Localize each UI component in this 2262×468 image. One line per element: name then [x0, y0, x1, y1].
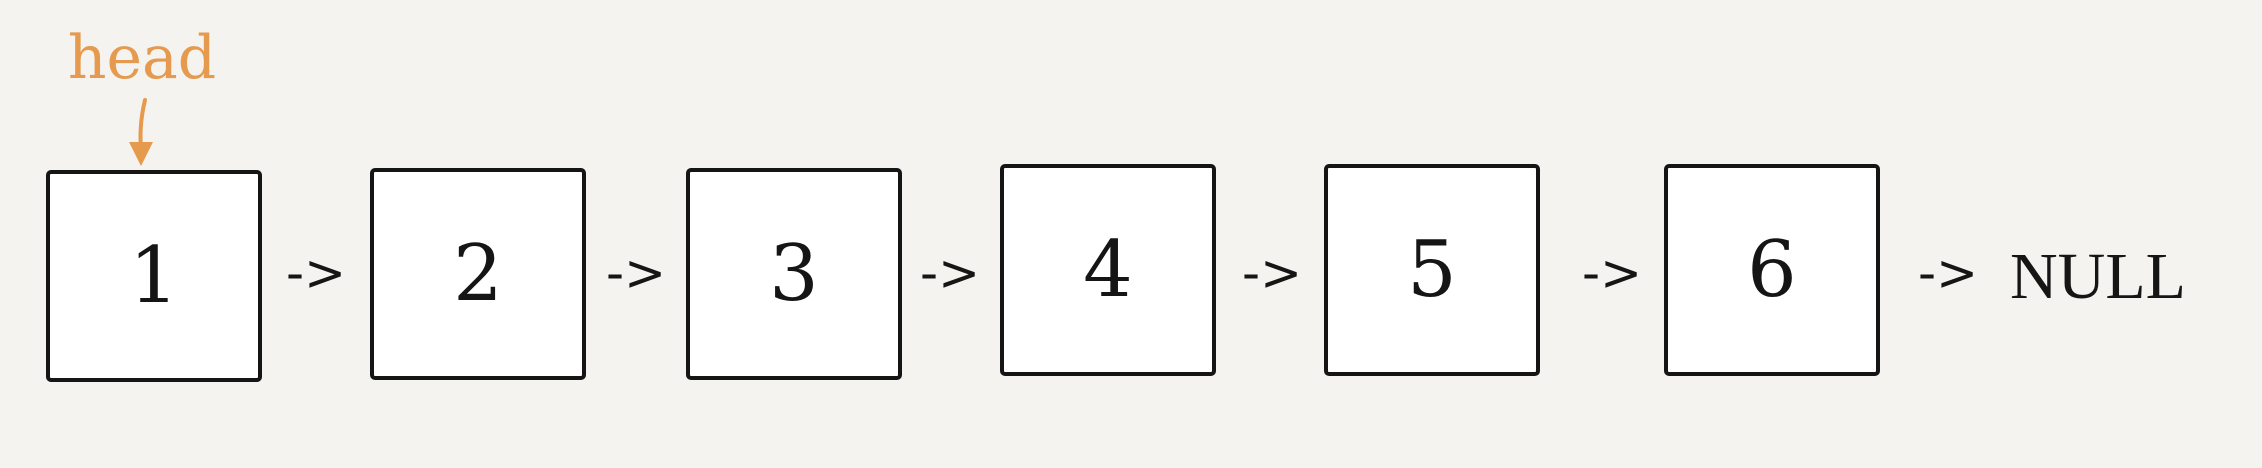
node-box-6 — [1664, 164, 1880, 376]
link-arrow-2: -> — [606, 244, 666, 302]
null-terminal: NULL — [2010, 240, 2186, 313]
node-value-4: 4 — [1083, 225, 1133, 315]
list-node-3: 3 — [686, 168, 902, 380]
head-arrow-tip — [129, 142, 153, 166]
node-box-4 — [1000, 164, 1216, 376]
link-arrow-4: -> — [1242, 244, 1302, 302]
head-label: head — [68, 23, 216, 93]
node-value-2: 2 — [453, 229, 503, 319]
node-value-5: 5 — [1407, 225, 1457, 315]
list-node-4: 4 — [1000, 164, 1216, 376]
list-node-6: 6 — [1664, 164, 1880, 376]
node-box-1 — [46, 170, 262, 382]
link-arrow-3: -> — [920, 244, 980, 302]
link-arrow-6: -> — [1918, 244, 1978, 302]
node-value-3: 3 — [769, 229, 819, 319]
link-arrow-1: -> — [286, 244, 346, 302]
list-node-5: 5 — [1324, 164, 1540, 376]
node-box-2 — [370, 168, 586, 380]
link-arrow-5: -> — [1582, 244, 1642, 302]
node-box-3 — [686, 168, 902, 380]
node-box-5 — [1324, 164, 1540, 376]
node-value-1: 1 — [129, 231, 179, 321]
list-node-2: 2 — [370, 168, 586, 380]
head-arrow — [138, 98, 147, 150]
node-value-6: 6 — [1747, 225, 1797, 315]
list-node-1: 1 — [46, 170, 262, 382]
